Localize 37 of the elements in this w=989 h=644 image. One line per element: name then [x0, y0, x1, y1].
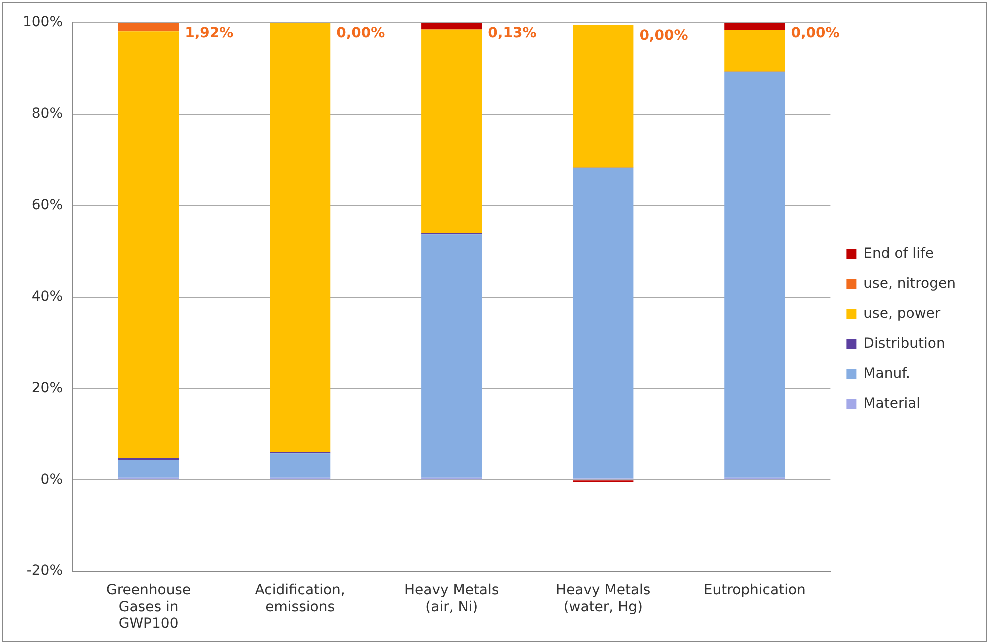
bar — [422, 23, 482, 30]
legend-label: use, nitrogen — [864, 276, 956, 292]
x-tick-label: Eutrophication — [704, 582, 806, 599]
bar — [724, 72, 786, 478]
legend-label: Distribution — [864, 336, 946, 352]
bar — [724, 30, 786, 72]
legend-label: Manuf. — [864, 366, 910, 382]
bar — [118, 23, 180, 32]
y-tick-label: 60% — [32, 198, 64, 214]
x-tick-label: Heavy Metals (water, Hg) — [556, 582, 651, 616]
bar — [573, 25, 634, 168]
legend-label: End of life — [864, 246, 934, 262]
y-tick-label: 40% — [32, 288, 64, 305]
bar — [118, 458, 180, 461]
y-tick-label: 20% — [32, 380, 64, 396]
bar — [118, 460, 180, 478]
annotation: 0,00% — [336, 26, 386, 42]
x-tick-label: Heavy Metals (air, Ni) — [404, 582, 500, 616]
legend-label: use, power — [864, 306, 941, 322]
bar — [573, 168, 634, 479]
x-tick-label: Acidification, emissions — [255, 582, 346, 616]
y-tick-label: 100% — [22, 14, 64, 31]
bar — [422, 234, 482, 478]
y-tick-label: -20% — [26, 563, 64, 580]
bar — [118, 32, 180, 458]
y-tick-label: 80% — [32, 106, 64, 122]
legend-label: Material — [864, 396, 921, 412]
annotation: 1,92% — [185, 26, 234, 42]
bar — [270, 23, 331, 452]
bar — [270, 454, 331, 478]
bar — [422, 30, 482, 234]
annotation: 0,00% — [791, 26, 840, 42]
bar — [724, 23, 786, 30]
x-tick-label: Greenhouse Gases in GWP100 — [106, 582, 192, 632]
annotation: 0,00% — [640, 28, 688, 44]
annotation: 0,13% — [488, 26, 537, 42]
y-tick-label: 0% — [40, 472, 64, 488]
